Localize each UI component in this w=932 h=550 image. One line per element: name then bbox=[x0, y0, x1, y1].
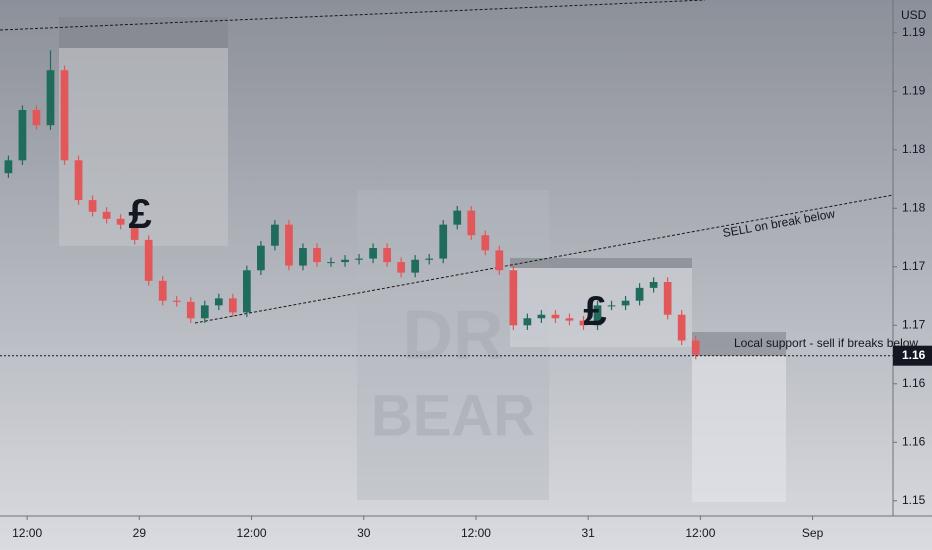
trend-line bbox=[194, 194, 894, 324]
candle-body bbox=[214, 298, 223, 306]
zone-box-top bbox=[59, 17, 228, 48]
candle-body bbox=[537, 314, 546, 319]
zone-box bbox=[692, 332, 786, 502]
x-tick-label: 12:00 bbox=[685, 526, 715, 540]
candle-body bbox=[691, 340, 700, 355]
candle-body bbox=[32, 109, 41, 126]
candle-body bbox=[369, 248, 377, 259]
annotation: Local support - sell if breaks below bbox=[734, 336, 918, 350]
x-tick-label: 12:00 bbox=[12, 526, 42, 540]
candle-body bbox=[4, 160, 13, 174]
x-tick-label: 12:00 bbox=[461, 526, 491, 540]
axis-unit: USD bbox=[901, 8, 927, 22]
y-tick-label: 1.17 bbox=[902, 317, 926, 331]
candle-body bbox=[88, 200, 97, 212]
y-tick-label: 1.18 bbox=[902, 200, 926, 214]
candle-body bbox=[621, 300, 630, 306]
candle-body bbox=[285, 224, 293, 266]
candle-body bbox=[355, 258, 363, 260]
trend-line bbox=[0, 0, 706, 31]
candle-body bbox=[649, 281, 658, 288]
candle-body bbox=[425, 258, 434, 260]
annotation: £ bbox=[583, 287, 606, 334]
candle-body bbox=[635, 287, 644, 301]
candle-body bbox=[593, 305, 602, 326]
candle-body bbox=[663, 281, 672, 315]
candle-body bbox=[579, 320, 588, 326]
candle-body bbox=[481, 235, 490, 251]
candle-body bbox=[74, 160, 83, 201]
current-price-label: 1.16 bbox=[902, 348, 926, 362]
annotation: £ bbox=[128, 190, 151, 237]
y-tick-label: 1.17 bbox=[902, 259, 926, 273]
candle-body bbox=[116, 218, 125, 225]
candle-body bbox=[551, 314, 560, 319]
candle-body bbox=[60, 70, 69, 161]
zone-box bbox=[59, 17, 228, 246]
candle-body bbox=[341, 259, 349, 263]
candle-body bbox=[200, 305, 209, 319]
y-tick-label: 1.16 bbox=[902, 434, 926, 448]
candle-body bbox=[523, 318, 532, 326]
y-tick-label: 1.16 bbox=[902, 376, 926, 390]
x-tick-label: 31 bbox=[581, 526, 595, 540]
y-tick-label: 1.19 bbox=[902, 25, 926, 39]
candle-body bbox=[607, 305, 616, 307]
candle-body bbox=[299, 248, 307, 266]
y-tick-label: 1.15 bbox=[902, 493, 926, 507]
x-tick-label: 12:00 bbox=[237, 526, 267, 540]
x-tick-label: 30 bbox=[357, 526, 371, 540]
candle-body bbox=[439, 224, 448, 259]
candle-body bbox=[172, 300, 181, 302]
candle-body bbox=[186, 301, 195, 319]
current-price-tag bbox=[893, 345, 932, 366]
candle-body bbox=[144, 239, 153, 281]
y-tick-label: 1.18 bbox=[902, 142, 926, 156]
candle-body bbox=[46, 70, 55, 126]
candle-body bbox=[18, 109, 27, 161]
candle-body bbox=[677, 314, 686, 341]
watermark-text: BEAR bbox=[371, 383, 535, 448]
candle-body bbox=[257, 245, 265, 271]
zone-box-top bbox=[510, 258, 692, 268]
zone-box bbox=[510, 258, 692, 347]
candle-body bbox=[383, 248, 391, 263]
candle-body bbox=[327, 262, 335, 264]
candle-body bbox=[102, 211, 111, 219]
watermark-text: DR bbox=[402, 295, 503, 373]
candle-body bbox=[411, 259, 420, 273]
candle-body bbox=[158, 280, 167, 301]
candle-body bbox=[467, 210, 476, 236]
y-tick-label: 1.19 bbox=[902, 83, 926, 97]
candle-body bbox=[271, 224, 279, 246]
candle-body bbox=[453, 210, 462, 225]
x-tick-label: Sep bbox=[802, 526, 824, 540]
candle-body bbox=[495, 250, 504, 271]
zone-box-top bbox=[692, 332, 786, 356]
x-tick-label: 29 bbox=[133, 526, 147, 540]
candle-body bbox=[243, 270, 251, 313]
candle-body bbox=[313, 248, 321, 263]
candle-body bbox=[130, 224, 139, 240]
candle-body bbox=[509, 270, 518, 326]
candle-body bbox=[397, 262, 406, 273]
candle-body bbox=[228, 298, 237, 313]
candle-body bbox=[565, 318, 574, 321]
